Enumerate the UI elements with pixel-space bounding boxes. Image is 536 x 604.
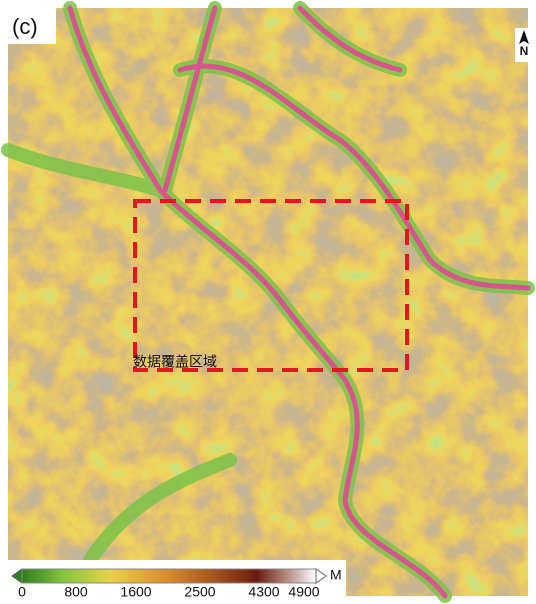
legend-tick-label: 800 (64, 584, 88, 600)
region-label: 数据覆盖区域 (133, 354, 217, 370)
panel-label: (c) (12, 14, 38, 39)
legend-tick-label: 0 (18, 584, 26, 600)
legend-bar (22, 569, 316, 583)
legend-tick-label: 1600 (120, 584, 151, 600)
legend-tick-label: 4900 (288, 584, 319, 600)
legend-unit: M (330, 567, 342, 583)
legend-tick-label: 4300 (248, 584, 279, 600)
map: 数据覆盖区域 (c) N M 0 800 1600 2500 4300 4900 (0, 0, 536, 604)
legend-tick-label: 2500 (184, 584, 215, 600)
north-label: N (520, 44, 529, 58)
